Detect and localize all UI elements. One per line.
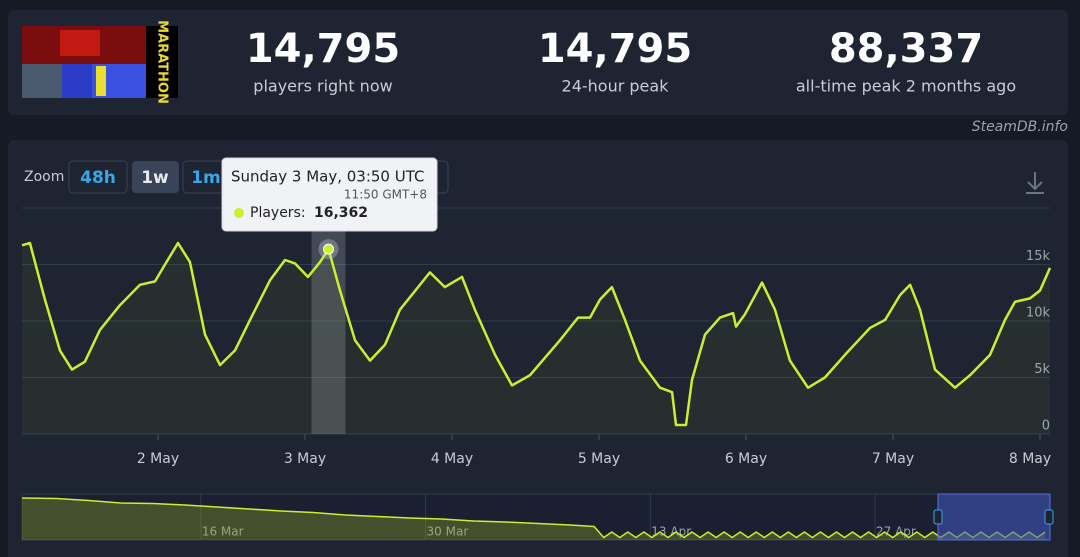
x-tick-label: 4 May bbox=[431, 451, 473, 467]
stat-label: all-time peak 2 months ago bbox=[796, 77, 1016, 96]
plot: 0 5k 10k 15k 2 May 3 May 4 May 5 May 6 May 7 May 8… bbox=[21, 208, 1054, 541]
tooltip-label: Players: bbox=[250, 205, 306, 221]
image-text: MARATHON bbox=[155, 20, 170, 104]
zoom-button-text[interactable]: 1m bbox=[191, 168, 221, 188]
x-tick-label: 3 May bbox=[284, 451, 326, 467]
stat-label: 24-hour peak bbox=[562, 77, 670, 96]
line bbox=[21, 241, 1052, 427]
watermark[interactable]: SteamDB.info bbox=[972, 119, 1068, 135]
tooltip-title: Sunday 3 May, 03:50 UTC bbox=[231, 168, 424, 186]
y-tick-label: 10k bbox=[1026, 306, 1051, 321]
zoom-button-text[interactable]: 48h bbox=[80, 168, 116, 188]
x-tick-label: 7 May bbox=[872, 451, 914, 467]
navigator-selection[interactable] bbox=[937, 493, 1051, 541]
navigator-area bbox=[22, 498, 1046, 540]
x-tick-label: 5 May bbox=[578, 451, 620, 467]
chart-panel bbox=[8, 140, 1068, 557]
stats-panel bbox=[8, 10, 1068, 115]
tooltip-local-time: 11:50 GMT+8 bbox=[344, 188, 427, 202]
game-image: MARATHON bbox=[22, 20, 178, 104]
hover-point bbox=[323, 243, 335, 255]
navigator-bg bbox=[21, 493, 1051, 541]
zoom-button-text[interactable]: 1w bbox=[141, 168, 169, 188]
tooltip: Sunday 3 May, 03:50 UTC 11:50 GMT+8 Play… bbox=[221, 157, 438, 232]
stat-value: 14,795 bbox=[538, 26, 692, 72]
tooltip-value: 16,362 bbox=[314, 205, 368, 221]
stat-label: players right now bbox=[253, 77, 392, 96]
tooltip-dot bbox=[234, 208, 244, 218]
y-tick-label: 15k bbox=[1026, 249, 1051, 264]
tooltip-box bbox=[221, 157, 438, 232]
navigator-handle[interactable] bbox=[933, 509, 943, 525]
x-tick-label: 8 May bbox=[1009, 451, 1051, 467]
navigator-tick-label: 30 Mar bbox=[427, 525, 469, 539]
zoom-button[interactable] bbox=[68, 160, 128, 194]
x-tick-label: 6 May bbox=[725, 451, 767, 467]
stat-value: 14,795 bbox=[246, 26, 400, 72]
navigator-tick-label: 16 Mar bbox=[202, 525, 244, 539]
download-icon[interactable] bbox=[1026, 172, 1044, 194]
y-tick-label: 0 bbox=[1042, 419, 1050, 434]
line-area bbox=[22, 243, 1050, 434]
x-tick-label: 2 May bbox=[137, 451, 179, 467]
zoom-button-active[interactable] bbox=[132, 161, 179, 193]
zoom-label: Zoom bbox=[24, 169, 64, 185]
y-tick-label: 5k bbox=[1034, 362, 1050, 377]
navigator-handle[interactable] bbox=[1044, 509, 1054, 525]
stat-value: 88,337 bbox=[829, 26, 983, 72]
